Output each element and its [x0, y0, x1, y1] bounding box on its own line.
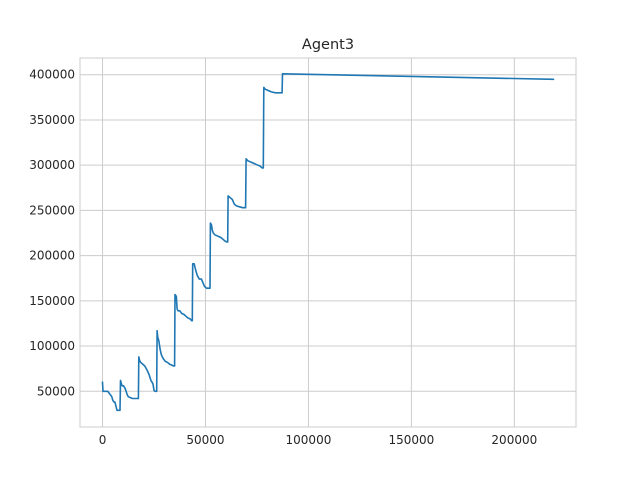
axes-border [79, 57, 577, 428]
x-tick-label: 100000 [286, 433, 332, 447]
x-tick-label: 0 [99, 433, 107, 447]
chart-title: Agent3 [302, 37, 354, 53]
y-axis: 50000 100000 150000 200000 250000 300000 35000… [29, 68, 75, 399]
series-line [101, 73, 555, 412]
axes-frame [79, 57, 577, 428]
y-tick-label: 100000 [29, 339, 75, 353]
y-tick-label: 350000 [29, 113, 75, 127]
y-tick-label: 150000 [29, 294, 75, 308]
y-tick-label: 200000 [29, 249, 75, 263]
y-tick-label: 400000 [29, 68, 75, 82]
x-tick-label: 200000 [491, 433, 537, 447]
y-tick-label: 250000 [29, 203, 75, 217]
y-tick-label: 300000 [29, 158, 75, 172]
series-layer [101, 73, 555, 412]
x-axis: 0 50000 100000 150000 200000 [99, 433, 538, 447]
x-tick-label: 50000 [186, 433, 224, 447]
y-tick-label: 50000 [37, 384, 75, 398]
x-tick-label: 150000 [388, 433, 434, 447]
